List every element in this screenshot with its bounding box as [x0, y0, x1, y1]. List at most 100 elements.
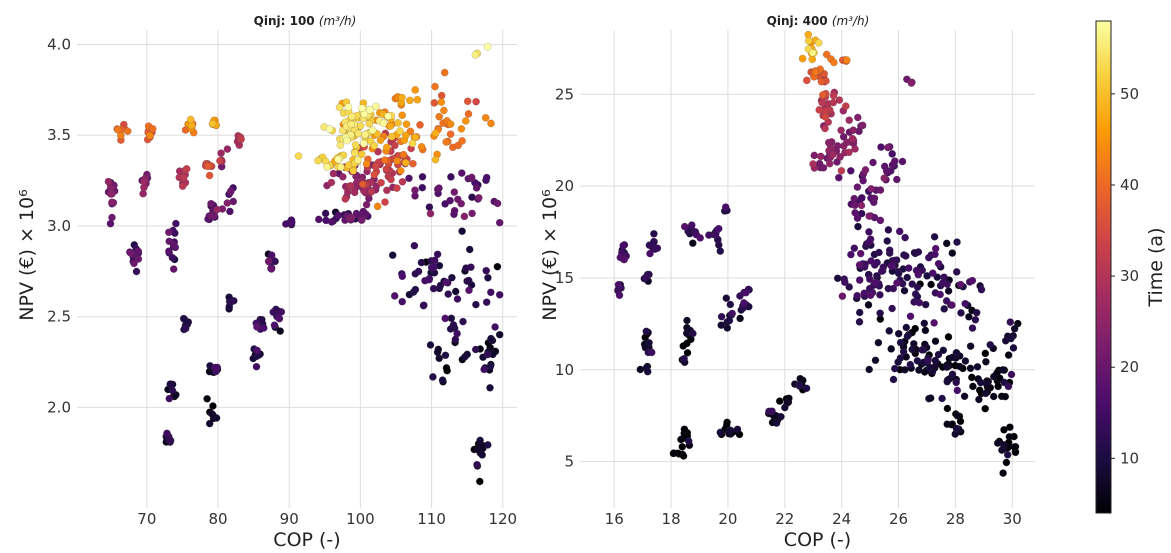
data-point: [458, 137, 466, 145]
data-point: [688, 239, 697, 248]
data-point: [344, 103, 353, 111]
data-point: [850, 244, 859, 253]
data-point: [645, 338, 653, 347]
data-point: [417, 258, 426, 267]
data-point: [808, 48, 817, 57]
data-point: [683, 316, 691, 325]
data-point: [398, 272, 407, 281]
data-point: [398, 177, 407, 186]
data-point: [943, 420, 952, 429]
data-point: [901, 252, 910, 260]
data-point: [815, 106, 824, 114]
data-point: [480, 365, 488, 374]
data-point: [327, 178, 336, 187]
data-point: [209, 402, 217, 410]
data-point: [845, 283, 854, 291]
data-point: [418, 183, 427, 192]
data-point: [405, 174, 413, 183]
data-point: [911, 324, 920, 333]
data-point: [140, 177, 148, 186]
data-point: [883, 237, 892, 245]
data-point: [223, 145, 232, 153]
data-point: [205, 171, 214, 180]
x-axis-label: COP (-): [273, 529, 340, 551]
data-point: [736, 292, 744, 300]
data-point: [810, 151, 819, 160]
data-point: [376, 136, 385, 145]
data-point: [802, 76, 811, 85]
data-point: [934, 259, 943, 268]
data-point: [643, 367, 652, 376]
x-tick-label: 26: [889, 510, 908, 528]
data-point: [1006, 318, 1015, 326]
data-point: [882, 167, 891, 176]
data-point: [849, 126, 858, 135]
data-point: [491, 323, 499, 331]
data-point: [850, 194, 859, 203]
data-point: [402, 131, 410, 140]
data-point: [870, 194, 879, 203]
colorbar-tick-label: 30: [1120, 267, 1139, 285]
data-point: [948, 301, 956, 309]
data-point: [451, 287, 460, 296]
data-point: [164, 228, 173, 237]
data-point: [457, 169, 466, 177]
data-point: [181, 324, 190, 333]
data-point: [1002, 458, 1011, 467]
data-point: [975, 386, 984, 395]
data-point: [925, 394, 933, 403]
data-point: [460, 353, 469, 361]
data-point: [839, 132, 848, 141]
data-point: [482, 173, 491, 182]
data-point: [924, 356, 932, 364]
data-point: [930, 232, 939, 241]
data-point: [853, 291, 862, 300]
y-axis-label: NPV (€) × 10⁶: [16, 189, 38, 320]
data-point: [203, 394, 211, 403]
data-point: [705, 231, 713, 239]
data-point: [252, 362, 261, 371]
data-point: [906, 360, 915, 369]
data-point: [367, 187, 376, 196]
data-point: [476, 436, 484, 445]
data-point: [226, 207, 234, 216]
data-point: [888, 304, 896, 313]
data-point: [971, 315, 980, 324]
data-point: [816, 152, 825, 161]
data-point: [943, 377, 952, 386]
data-point: [733, 425, 742, 434]
data-point: [468, 209, 476, 218]
x-tick-label: 22: [775, 510, 794, 528]
data-point: [430, 256, 439, 265]
x-tick-label: 20: [718, 510, 737, 528]
data-point: [132, 267, 141, 276]
data-point: [867, 184, 875, 193]
data-point: [953, 386, 962, 395]
data-point: [209, 212, 218, 220]
data-point: [714, 224, 723, 233]
data-point: [726, 300, 735, 309]
x-tick-label: 70: [137, 510, 156, 528]
data-point: [411, 186, 419, 195]
data-point: [253, 346, 262, 355]
data-point: [876, 290, 884, 299]
data-point: [336, 141, 345, 150]
data-point: [1001, 392, 1010, 401]
y-tick-label: 3.0: [47, 217, 71, 235]
data-point: [126, 249, 135, 257]
data-point: [396, 166, 405, 175]
data-point: [976, 378, 985, 387]
data-point: [117, 131, 125, 140]
data-point: [953, 238, 961, 246]
data-point: [867, 257, 875, 265]
data-point: [877, 267, 886, 276]
data-point: [449, 321, 458, 329]
chart-qinj-400: 16 18 20 22 24 26 28 30 5 10 15 20 25 Qinj: 400 (m³…: [539, 14, 1035, 551]
colorbar-ticks: 10 20 30 40 50: [1111, 85, 1139, 467]
data-point: [165, 394, 174, 403]
data-point: [716, 247, 725, 255]
x-tick-label: 100: [346, 510, 375, 528]
data-point: [989, 372, 998, 381]
colorbar-tick-label: 40: [1120, 176, 1139, 194]
data-point: [977, 285, 986, 294]
